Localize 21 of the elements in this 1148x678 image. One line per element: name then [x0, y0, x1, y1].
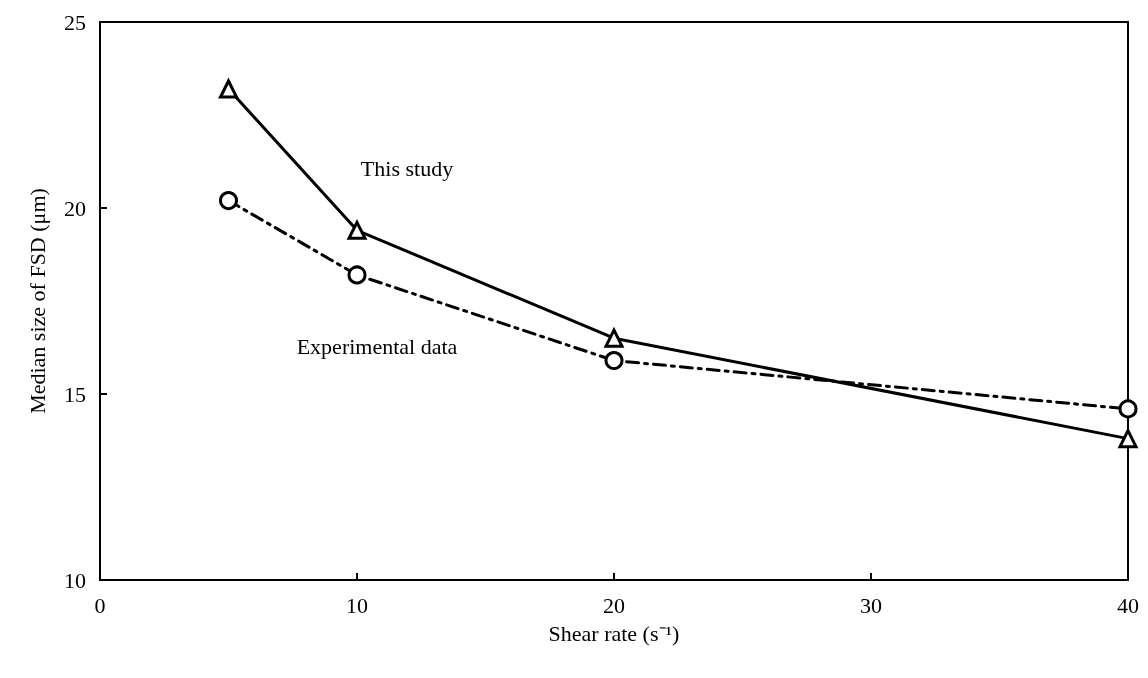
y-axis-title: Median size of FSD (μm)	[24, 188, 50, 414]
x-tick-label: 30	[860, 592, 882, 618]
y-tick-label: 25	[64, 9, 86, 35]
x-tick-label: 0	[94, 592, 106, 618]
point	[219, 79, 238, 99]
point	[1118, 429, 1138, 449]
point	[347, 265, 367, 285]
x-axis-title: Shear rate (s⁻¹)	[548, 620, 680, 646]
x-tick-label: 20	[603, 592, 625, 618]
y-tick-label: 15	[64, 381, 86, 407]
point	[347, 220, 367, 240]
point	[219, 191, 238, 211]
point	[604, 351, 624, 371]
y-tick-label: 10	[64, 567, 86, 593]
series-label: Experimental data	[296, 334, 458, 360]
point	[604, 328, 624, 348]
series-label: This study	[360, 155, 454, 181]
point	[1118, 399, 1138, 419]
x-tick-label: 40	[1117, 592, 1139, 618]
x-tick-label: 10	[346, 592, 368, 618]
y-tick-label: 20	[64, 195, 86, 221]
